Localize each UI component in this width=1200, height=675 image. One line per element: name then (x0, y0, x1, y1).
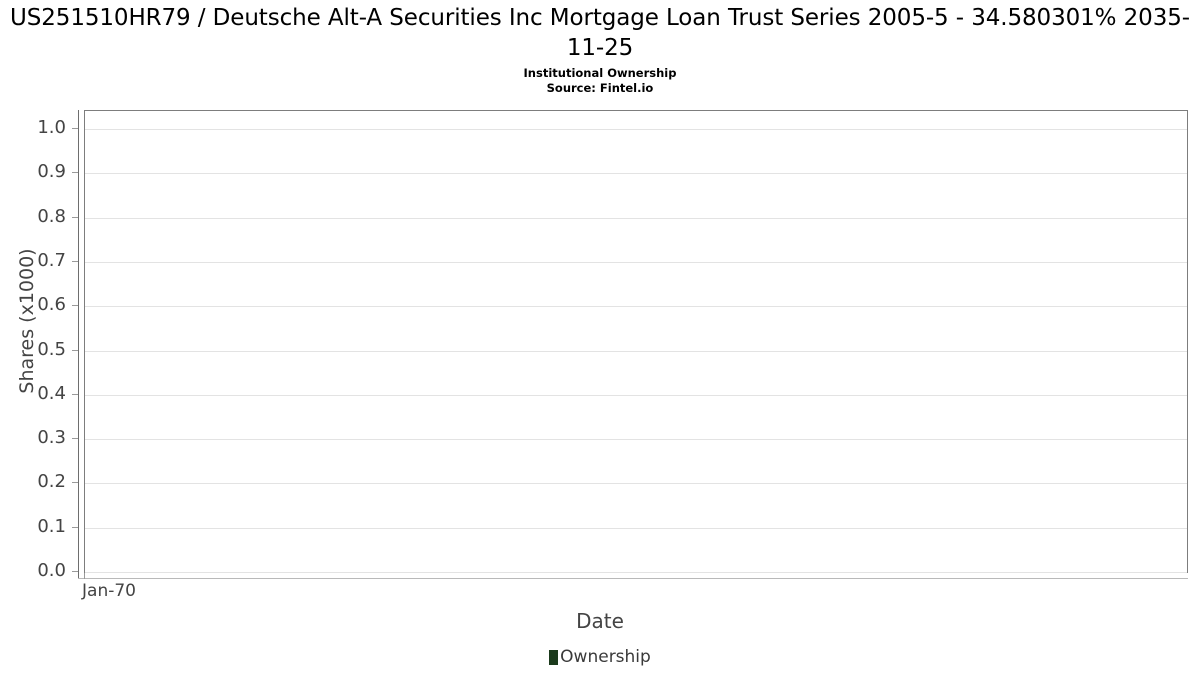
x-axis-label: Date (576, 609, 624, 633)
gridline (85, 572, 1187, 573)
series-layer (85, 111, 1187, 572)
gridline (85, 173, 1187, 175)
y-tick-label: 1.0 (37, 117, 66, 138)
x-tick-label: Jan-70 (82, 581, 136, 601)
plot-area (84, 110, 1188, 573)
y-tick-label: 0.5 (37, 338, 66, 360)
gridline (85, 129, 1187, 130)
gridline (85, 527, 1187, 529)
legend-item[interactable]: Ownership (549, 648, 651, 667)
gridline (85, 394, 1187, 396)
gridline (85, 439, 1187, 441)
gridline (85, 217, 1187, 219)
legend-swatch-icon (549, 650, 559, 665)
x-tick-mark (84, 573, 85, 579)
x-axis-spine (78, 578, 1188, 579)
y-tick-label: 0.4 (37, 382, 66, 404)
y-axis-label: Shares (x1000) (16, 248, 38, 394)
y-tick-mark (72, 128, 78, 129)
y-tick-mark (72, 349, 78, 351)
y-tick-label: 0.0 (37, 560, 66, 581)
page-title: US251510HR79 / Deutsche Alt-A Securities… (10, 5, 1190, 61)
gridline (85, 483, 1187, 485)
y-tick-mark (72, 260, 78, 262)
y-tick-mark (72, 438, 78, 440)
legend-label: Ownership (560, 647, 651, 667)
y-tick-mark (72, 482, 78, 484)
y-tick-label: 0.9 (37, 161, 66, 183)
y-tick-label: 0.1 (37, 515, 66, 537)
chart-source-attribution: Source: Fintel.io (546, 81, 654, 95)
y-tick-mark (72, 571, 78, 572)
y-tick-label: 0.7 (37, 249, 66, 271)
y-tick-label: 0.2 (37, 471, 66, 493)
y-tick-label: 0.8 (37, 205, 66, 227)
gridline (85, 350, 1187, 352)
chart-header: US251510HR79 / Deutsche Alt-A Securities… (0, 0, 1200, 96)
gridline (85, 306, 1187, 308)
chart-legend: Ownership (0, 648, 1200, 667)
y-tick-mark (72, 526, 78, 528)
gridline (85, 261, 1187, 263)
y-tick-mark (72, 305, 78, 307)
y-tick-mark (72, 216, 78, 218)
y-tick-label: 0.6 (37, 294, 66, 316)
y-tick-label: 0.3 (37, 427, 66, 449)
y-tick-mark (72, 172, 78, 174)
chart-subtitle: Institutional Ownership (523, 66, 677, 80)
y-axis-spine (78, 110, 79, 578)
y-tick-mark (72, 393, 78, 395)
